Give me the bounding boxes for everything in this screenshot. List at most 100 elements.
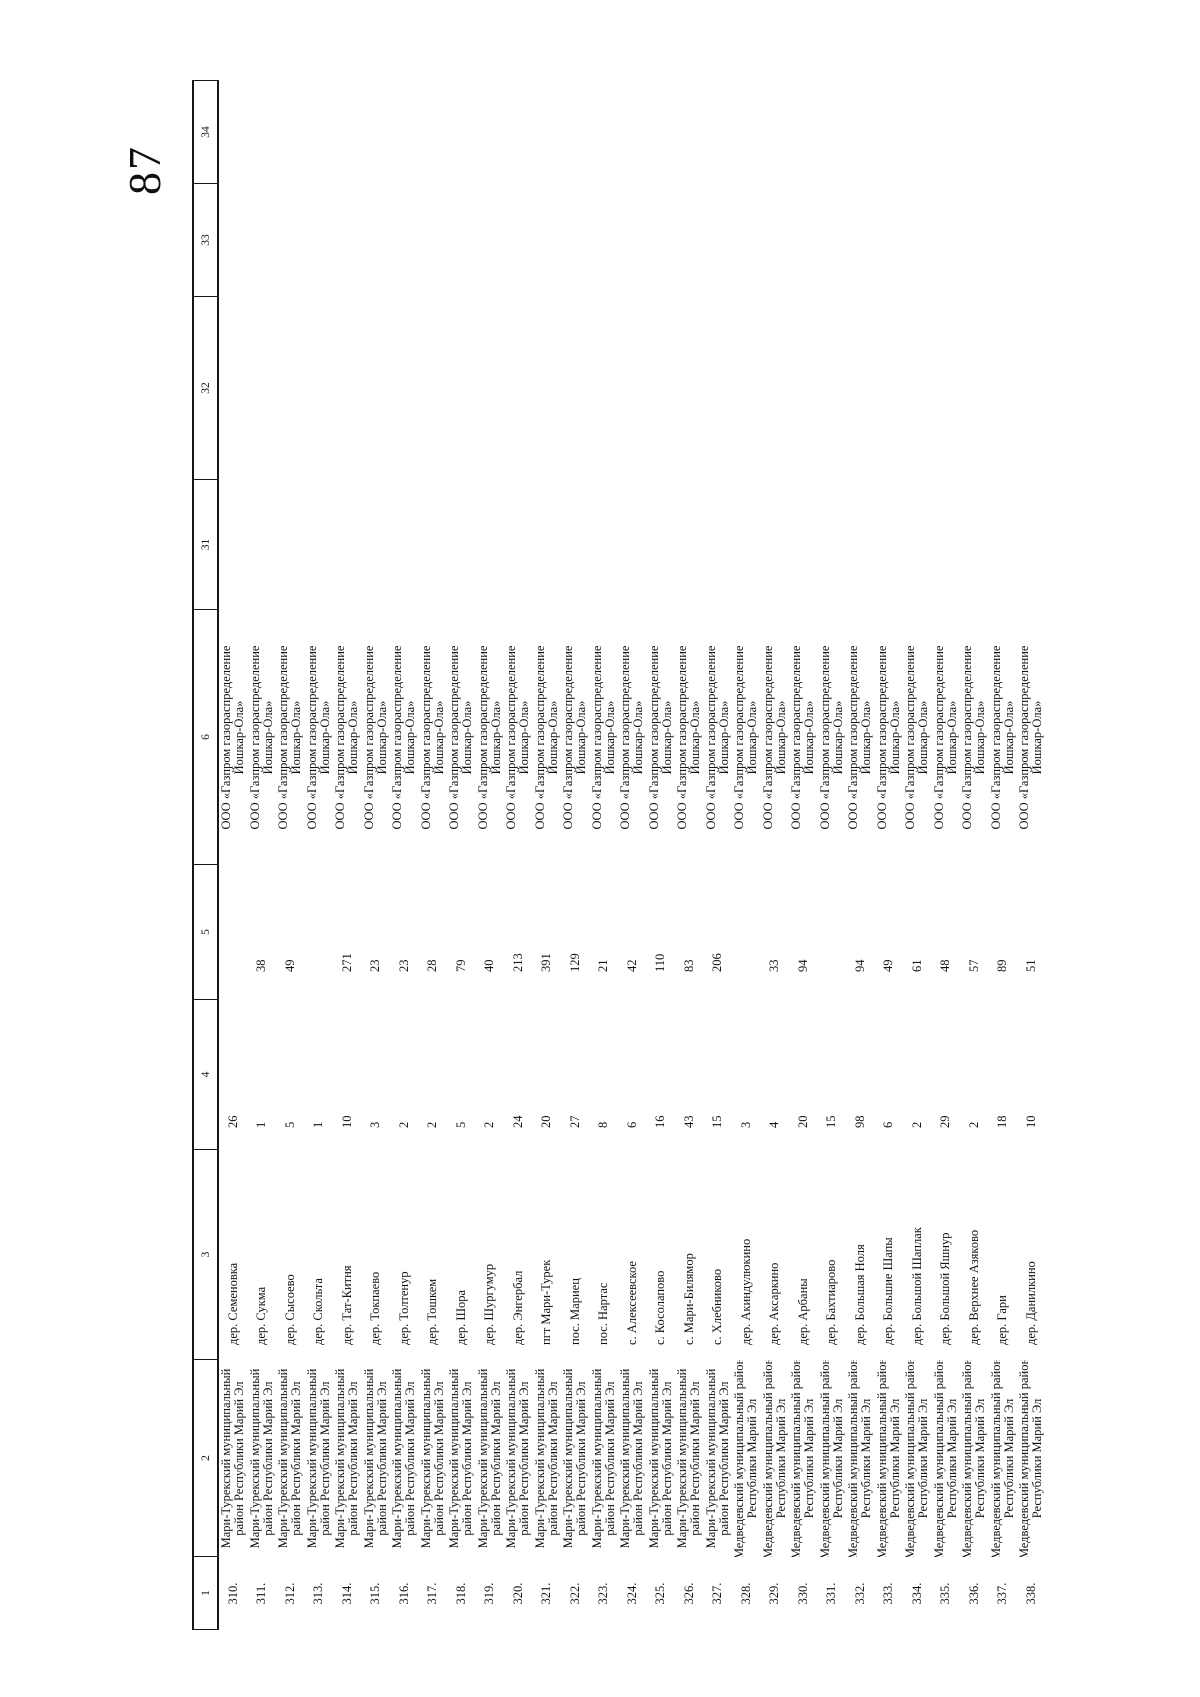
table-row: 317. Мари-Турекский муниципальный район Ре… — [419, 80, 448, 1630]
settlement-cell: с. Косолапово — [647, 1150, 676, 1360]
settlement-cell: дер. Толтенур — [390, 1150, 419, 1360]
district-cell-text: район Республики Марий Эл — [403, 1381, 418, 1536]
row-number-cell-text: 336. — [966, 1582, 981, 1605]
col5-count-cell — [219, 865, 248, 1000]
gas-organization-cell-text: Йошкар-Ола» — [1001, 700, 1016, 775]
district-cell-text: Республики Марий Эл — [745, 1398, 760, 1519]
settlement-cell-text: дер. Шора — [453, 1289, 468, 1345]
row-number-cell: 315. — [362, 1557, 391, 1630]
col31-empty-cell — [647, 480, 676, 610]
col34-empty-cell — [561, 80, 590, 184]
col5-count-cell-text: 61 — [909, 959, 924, 973]
col34-empty-cell — [846, 80, 875, 184]
row-number-cell-text: 334. — [909, 1582, 924, 1605]
col5-count-cell-text: 42 — [624, 959, 639, 973]
col33-empty-cell — [276, 184, 305, 297]
col5-count-cell-text: 48 — [938, 959, 953, 973]
gas-organization-cell-text: ООО «Газпром газораспределение — [361, 645, 376, 830]
col33-empty-cell — [248, 184, 277, 297]
district-cell: Мари-Турекский муниципальный район Респуб… — [248, 1360, 277, 1557]
col32-empty-cell — [875, 297, 904, 480]
row-number-cell-text: 338. — [1023, 1582, 1038, 1605]
col34-empty-cell — [447, 80, 476, 184]
gas-organization-cell: ООО «Газпром газораспределение Йошкар-Ола… — [903, 610, 932, 865]
gas-organization-cell: ООО «Газпром газораспределение Йошкар-Ола… — [761, 610, 790, 865]
settlement-cell: дер. Данилкино — [1017, 1150, 1046, 1360]
col4-count-cell-text: 26 — [225, 1115, 240, 1129]
row-number-cell: 324. — [618, 1557, 647, 1630]
col4-count-cell: 4 — [761, 1000, 790, 1150]
col4-count-cell-text: 3 — [368, 1121, 383, 1128]
settlement-cell-text: дер. Верхнее Азяково — [966, 1229, 981, 1345]
row-number-cell-text: 321. — [539, 1582, 554, 1605]
col34-empty-cell — [960, 80, 989, 184]
gas-organization-cell-text: Йошкар-Ола» — [745, 700, 760, 775]
row-number-cell-text: 335. — [938, 1582, 953, 1605]
col5-count-cell: 110 — [647, 865, 676, 1000]
col5-count-cell-text: 94 — [852, 959, 867, 973]
row-number-cell-text: 312. — [282, 1582, 297, 1605]
col31-empty-cell — [1017, 480, 1046, 610]
col4-count-cell: 5 — [447, 1000, 476, 1150]
gas-organization-cell: ООО «Газпром газораспределение Йошкар-Ола… — [504, 610, 533, 865]
col5-count-cell: 94 — [789, 865, 818, 1000]
gas-organization-cell: ООО «Газпром газораспределение Йошкар-Ола… — [390, 610, 419, 865]
col5-count-cell: 49 — [875, 865, 904, 1000]
col4-count-cell: 2 — [960, 1000, 989, 1150]
gas-organization-cell: ООО «Газпром газораспределение Йошкар-Ола… — [732, 610, 761, 865]
col31-empty-cell — [818, 480, 847, 610]
gas-organization-cell-text: ООО «Газпром газораспределение — [532, 645, 547, 830]
col31-empty-cell — [219, 480, 248, 610]
settlement-cell-text: дер. Аксаркино — [767, 1262, 782, 1345]
gas-organization-cell-text: ООО «Газпром газораспределение — [874, 645, 889, 830]
district-cell-text: Республики Марий Эл — [887, 1398, 902, 1519]
col4-count-cell: 20 — [533, 1000, 562, 1150]
gas-distribution-registry-table: 1 2 3 4 5 6 31 32 33 34 310. Мари-Турекский муници… — [192, 80, 1046, 1630]
district-cell-text: Республики Марий Эл — [973, 1398, 988, 1519]
row-number-cell: 318. — [447, 1557, 476, 1630]
col33-empty-cell — [647, 184, 676, 297]
gas-organization-cell-text: ООО «Газпром газораспределение — [646, 645, 661, 830]
col5-count-cell-text: 23 — [368, 959, 383, 973]
district-cell: Мари-Турекский муниципальный район Респуб… — [618, 1360, 647, 1557]
col32-empty-cell — [903, 297, 932, 480]
table-row: 313. Мари-Турекский муниципальный район Ре… — [305, 80, 334, 1630]
settlement-cell: дер. Энгербал — [504, 1150, 533, 1360]
gas-organization-cell: ООО «Газпром газораспределение Йошкар-Ола… — [675, 610, 704, 865]
district-cell: Мари-Турекский муниципальный район Респуб… — [390, 1360, 419, 1557]
col5-count-cell: 38 — [248, 865, 277, 1000]
col34-empty-cell — [305, 80, 334, 184]
row-number-cell: 329. — [761, 1557, 790, 1630]
header-col-34: 34 — [194, 80, 217, 184]
row-number-cell-text: 324. — [624, 1582, 639, 1605]
col5-count-cell: 49 — [276, 865, 305, 1000]
settlement-cell: дер. Шора — [447, 1150, 476, 1360]
gas-organization-cell-text: Йошкар-Ола» — [773, 700, 788, 775]
district-cell-text: район Республики Марий Эл — [346, 1381, 361, 1536]
col4-count-cell-text: 20 — [539, 1115, 554, 1129]
gas-organization-cell: ООО «Газпром газораспределение Йошкар-Ола… — [818, 610, 847, 865]
col4-count-cell-text: 43 — [681, 1115, 696, 1129]
district-cell: Мари-Турекский муниципальный район Респуб… — [647, 1360, 676, 1557]
header-col-5: 5 — [194, 865, 217, 1000]
settlement-cell: дер. Токпаево — [362, 1150, 391, 1360]
settlement-cell: дер. Большая Ноля — [846, 1150, 875, 1360]
col31-empty-cell — [960, 480, 989, 610]
col33-empty-cell — [989, 184, 1018, 297]
col33-empty-cell — [504, 184, 533, 297]
settlement-cell: дер. Арбаны — [789, 1150, 818, 1360]
table-row: 326. Мари-Турекский муниципальный район Ре… — [675, 80, 704, 1630]
col33-empty-cell — [390, 184, 419, 297]
gas-organization-cell-text: Йошкар-Ола» — [289, 700, 304, 775]
header-col-6: 6 — [194, 610, 217, 865]
gas-organization-cell: ООО «Газпром газораспределение Йошкар-Ола… — [789, 610, 818, 865]
col4-count-cell: 8 — [590, 1000, 619, 1150]
gas-organization-cell: ООО «Газпром газораспределение Йошкар-Ола… — [248, 610, 277, 865]
col5-count-cell — [305, 865, 334, 1000]
settlement-cell-text: дер. Сысоево — [282, 1274, 297, 1345]
col31-empty-cell — [476, 480, 505, 610]
district-cell-text: Мари-Турекский муниципальный — [304, 1368, 319, 1549]
col4-count-cell: 6 — [618, 1000, 647, 1150]
settlement-cell-text: пос. Нартас — [596, 1282, 611, 1345]
settlement-cell: с. Алексеевское — [618, 1150, 647, 1360]
